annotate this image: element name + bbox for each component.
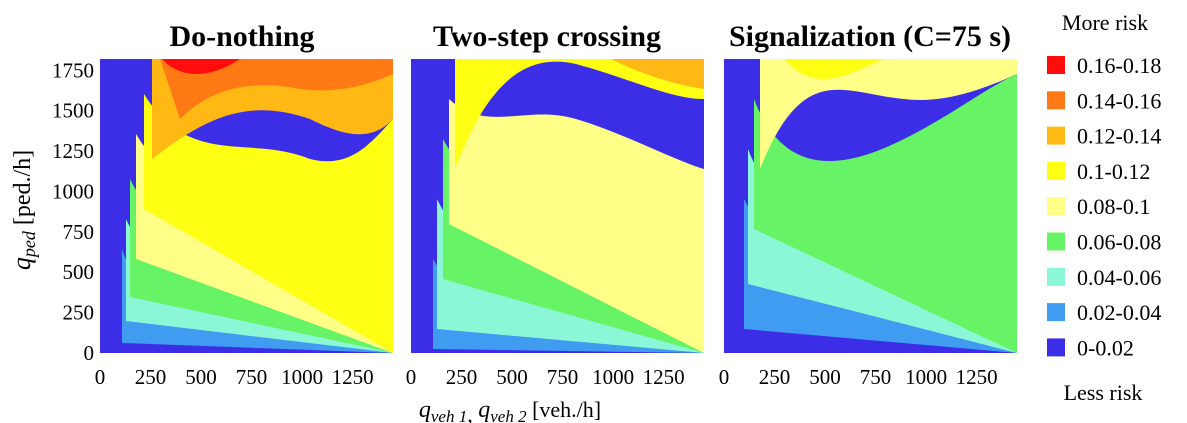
x-tick-label: 0 [719,365,730,389]
y-tick-label: 1750 [52,58,94,82]
legend-swatch [1047,268,1065,286]
contour-panel-1 [100,59,393,353]
legend-label: 0.06-0.08 [1077,230,1161,255]
x-tick-label: 1000 [905,365,947,389]
x-tick-label: 0 [95,365,106,389]
legend-swatch [1047,91,1065,109]
low-flow-edge [724,59,744,353]
legend-swatch [1047,56,1065,74]
contour-panel-3 [724,59,1017,353]
x-tick-label: 250 [446,365,478,389]
x-tick-label: 250 [759,365,791,389]
x-tick-label: 750 [860,365,892,389]
legend-label: 0.08-0.1 [1077,194,1150,219]
panel-title: Two-step crossing [433,20,661,53]
legend-swatch [1047,197,1065,215]
x-tick-label: 1000 [592,365,634,389]
legend-entry: 0.02-0.04 [1047,300,1161,325]
x-tick-label: 1000 [281,365,323,389]
legend-label: 0-0.02 [1077,335,1134,360]
legend-bottom-label: Less risk [1064,380,1143,405]
legend-top-label: More risk [1062,10,1148,35]
y-axis-label: qped [ped./h] [7,150,39,270]
y-tick-label: 500 [63,260,95,284]
contour-panel-2 [411,59,704,353]
contour-panels [100,59,1017,353]
x-tick-label: 500 [185,365,217,389]
legend-swatch [1047,127,1065,145]
legend-entry: 0.14-0.16 [1047,88,1161,113]
legend-swatch [1047,303,1065,321]
x-tick-label: 1250 [643,365,685,389]
low-flow-edge [100,59,120,353]
x-tick-label: 1250 [956,365,998,389]
legend: More risk 0.16-0.18 0.14-0.16 0.12-0.14 0.1-… [1047,10,1161,405]
legend-label: 0.12-0.14 [1077,124,1161,149]
legend-entry: 0.1-0.12 [1047,159,1150,184]
x-tick-label: 250 [135,365,167,389]
legend-label: 0.16-0.18 [1077,53,1161,78]
y-tick-label: 1250 [52,139,94,163]
legend-label: 0.14-0.16 [1077,88,1161,113]
legend-entry: 0.12-0.14 [1047,124,1161,149]
panel-title: Signalization (C=75 s) [729,20,1011,53]
legend-label: 0.02-0.04 [1077,300,1161,325]
legend-swatch [1047,233,1065,251]
x-tick-label: 500 [496,365,528,389]
y-tick-label: 250 [63,301,95,325]
legend-entry: 0.06-0.08 [1047,230,1161,255]
y-tick-label: 0 [84,341,95,365]
x-tick-label: 1250 [332,365,374,389]
panel-title: Do-nothing [169,20,314,53]
x-tick-label: 750 [236,365,268,389]
legend-entry: 0.04-0.06 [1047,265,1161,290]
legend-label: 0.04-0.06 [1077,265,1161,290]
y-tick-label: 750 [63,220,95,244]
y-tick-label: 1500 [52,99,94,123]
legend-entry: 0.08-0.1 [1047,194,1150,219]
y-tick-label: 1000 [52,179,94,203]
x-tick-label: 0 [406,365,417,389]
x-tick-label: 750 [547,365,579,389]
legend-label: 0.1-0.12 [1077,159,1150,184]
legend-entry: 0-0.02 [1047,335,1134,360]
x-tick-label: 500 [809,365,841,389]
low-flow-edge [411,59,431,353]
legend-entry: 0.16-0.18 [1047,53,1161,78]
legend-swatch [1047,338,1065,356]
legend-swatch [1047,162,1065,180]
x-axis-label: qveh 1, qveh 2 [veh./h] [419,397,601,423]
